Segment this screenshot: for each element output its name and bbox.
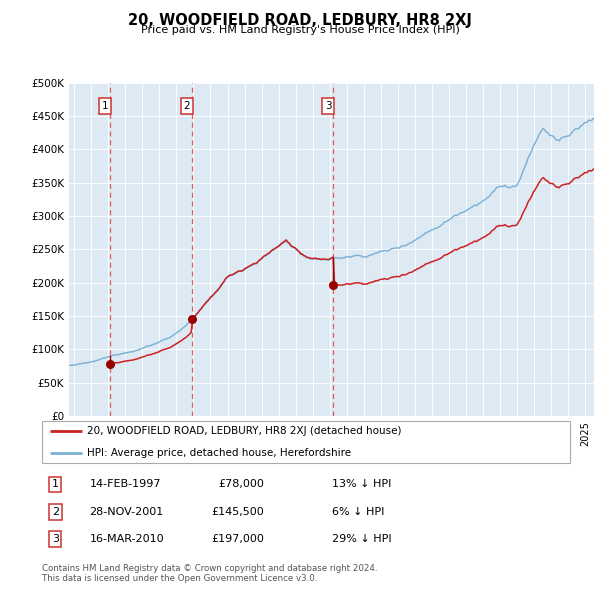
Text: 6% ↓ HPI: 6% ↓ HPI [332,507,385,517]
Text: 1: 1 [102,101,109,111]
Text: 29% ↓ HPI: 29% ↓ HPI [332,535,392,544]
Text: 14-FEB-1997: 14-FEB-1997 [89,480,161,489]
Text: Contains HM Land Registry data © Crown copyright and database right 2024.: Contains HM Land Registry data © Crown c… [42,563,377,572]
Text: 20, WOODFIELD ROAD, LEDBURY, HR8 2XJ (detached house): 20, WOODFIELD ROAD, LEDBURY, HR8 2XJ (de… [87,427,401,436]
Text: £78,000: £78,000 [218,480,264,489]
FancyBboxPatch shape [42,421,570,463]
Text: HPI: Average price, detached house, Herefordshire: HPI: Average price, detached house, Here… [87,448,351,457]
Text: £145,500: £145,500 [211,507,264,517]
Text: This data is licensed under the Open Government Licence v3.0.: This data is licensed under the Open Gov… [42,574,317,583]
Text: 20, WOODFIELD ROAD, LEDBURY, HR8 2XJ: 20, WOODFIELD ROAD, LEDBURY, HR8 2XJ [128,13,472,28]
Text: 13% ↓ HPI: 13% ↓ HPI [332,480,392,489]
Text: Price paid vs. HM Land Registry's House Price Index (HPI): Price paid vs. HM Land Registry's House … [140,25,460,35]
Text: 16-MAR-2010: 16-MAR-2010 [89,535,164,544]
Text: £197,000: £197,000 [211,535,264,544]
Text: 2: 2 [52,507,59,517]
Text: 28-NOV-2001: 28-NOV-2001 [89,507,164,517]
Text: 3: 3 [52,535,59,544]
Text: 1: 1 [52,480,59,489]
Text: 3: 3 [325,101,332,111]
Text: 2: 2 [184,101,190,111]
